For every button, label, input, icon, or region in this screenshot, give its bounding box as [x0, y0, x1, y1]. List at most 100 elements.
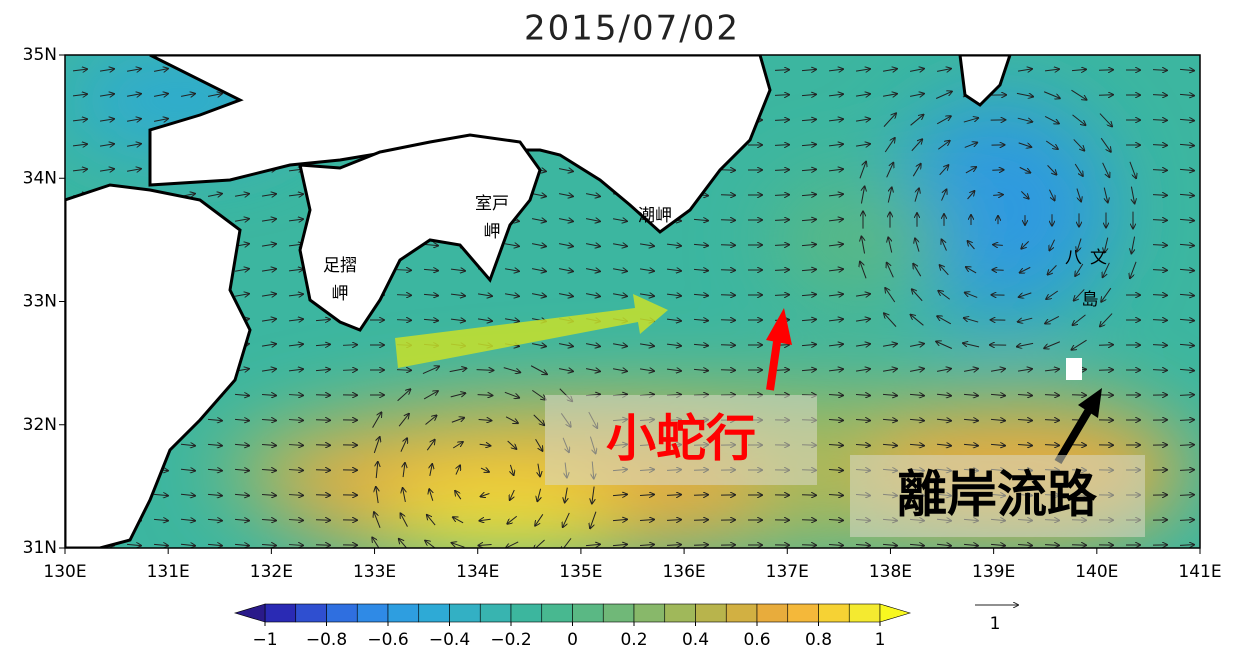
colorbar-cell — [296, 604, 327, 622]
x-tick-label: 132E — [250, 562, 293, 582]
vector — [775, 170, 789, 171]
colorbar-cell — [265, 604, 296, 622]
vector — [1153, 270, 1167, 271]
vector — [1153, 295, 1167, 296]
colorbar-cell — [327, 604, 358, 622]
vector — [397, 320, 411, 321]
vector — [1153, 320, 1167, 321]
vector — [1153, 220, 1167, 221]
y-tick-label: 31N — [23, 538, 57, 558]
vector — [775, 245, 789, 246]
x-tick-label: 141E — [1178, 562, 1221, 582]
colorbar-cell — [603, 604, 634, 622]
colorbar-cell — [634, 604, 665, 622]
x-tick-label: 131E — [147, 562, 190, 582]
vector — [1180, 445, 1194, 446]
vector — [721, 345, 735, 346]
colorbar-cell — [788, 604, 819, 622]
vector — [721, 270, 735, 271]
colorbar-low — [235, 604, 265, 622]
place-label: 八文 — [1065, 248, 1115, 268]
colorbar-cell — [573, 604, 604, 622]
vector — [721, 320, 735, 321]
vector — [1153, 95, 1167, 96]
colorbar-cell — [542, 604, 573, 622]
colorbar-cell — [419, 604, 450, 622]
x-tick-label: 136E — [662, 562, 705, 582]
vector — [1153, 145, 1167, 146]
x-tick-label: 138E — [869, 562, 912, 582]
colorbar-cell — [665, 604, 696, 622]
vector — [316, 545, 330, 546]
vector — [316, 495, 330, 496]
vector — [721, 170, 735, 171]
x-tick-label: 137E — [766, 562, 809, 582]
vector — [721, 195, 735, 196]
colorbar-cell — [696, 604, 727, 622]
vector — [1099, 70, 1113, 71]
vector — [775, 220, 789, 221]
vector — [802, 495, 816, 496]
vector — [775, 195, 789, 196]
colorbar-tick-label: 0.8 — [805, 630, 832, 650]
vector — [1180, 520, 1194, 521]
colorbar-cell — [819, 604, 850, 622]
vector — [1072, 395, 1086, 396]
vector — [316, 395, 330, 396]
colorbar-tick-label: 0.6 — [743, 630, 770, 650]
vector — [343, 345, 357, 346]
vector — [1180, 395, 1194, 396]
colorbar-cell — [849, 604, 880, 622]
place-label: 室戸 — [475, 194, 509, 214]
colorbar-tick-label: −0.2 — [490, 630, 531, 650]
vector — [775, 120, 789, 121]
colorbar-high — [880, 604, 910, 622]
colorbar-tick-label: −1 — [252, 630, 277, 650]
colorbar-tick-label: 0 — [567, 630, 578, 650]
vector — [775, 270, 789, 271]
vector — [316, 445, 330, 446]
vector — [694, 495, 708, 496]
vector — [1153, 120, 1167, 121]
vector — [1180, 470, 1194, 471]
vector — [1153, 195, 1167, 196]
annotation: 小蛇行 — [606, 410, 756, 468]
colorbar-cell — [357, 604, 388, 622]
colorbar-tick-label: 1 — [875, 630, 886, 650]
vector — [397, 370, 411, 371]
vector — [397, 270, 411, 271]
hachijo — [1066, 358, 1082, 380]
y-tick-label: 34N — [23, 168, 57, 188]
vector — [397, 295, 411, 296]
colorbar-cell — [388, 604, 419, 622]
vector — [775, 70, 789, 71]
colorbar-tick-label: 0.4 — [682, 630, 709, 650]
colorbar-cell — [757, 604, 788, 622]
vector — [775, 95, 789, 96]
x-tick-label: 134E — [456, 562, 499, 582]
vector — [1153, 345, 1167, 346]
vector — [1180, 420, 1194, 421]
x-tick-label: 135E — [559, 562, 602, 582]
vector — [343, 370, 357, 371]
x-tick-label: 140E — [1075, 562, 1118, 582]
vector — [694, 520, 708, 521]
colorbar-tick-label: −0.8 — [306, 630, 347, 650]
vector — [316, 520, 330, 521]
place-label: 岬 — [332, 284, 349, 304]
colorbar-tick-label: −0.6 — [367, 630, 408, 650]
vector — [1153, 245, 1167, 246]
vector — [1072, 545, 1086, 546]
vector — [1099, 95, 1113, 96]
vector — [694, 545, 708, 546]
place-label: 潮岬 — [638, 206, 672, 226]
colorbar-tick-label: −0.4 — [429, 630, 470, 650]
vector — [775, 145, 789, 146]
vector — [775, 370, 789, 371]
reference-label: 1 — [990, 614, 1001, 634]
y-tick-label: 33N — [23, 292, 57, 312]
vector — [1180, 495, 1194, 496]
vector — [721, 245, 735, 246]
place-label: 島 — [1082, 290, 1099, 310]
